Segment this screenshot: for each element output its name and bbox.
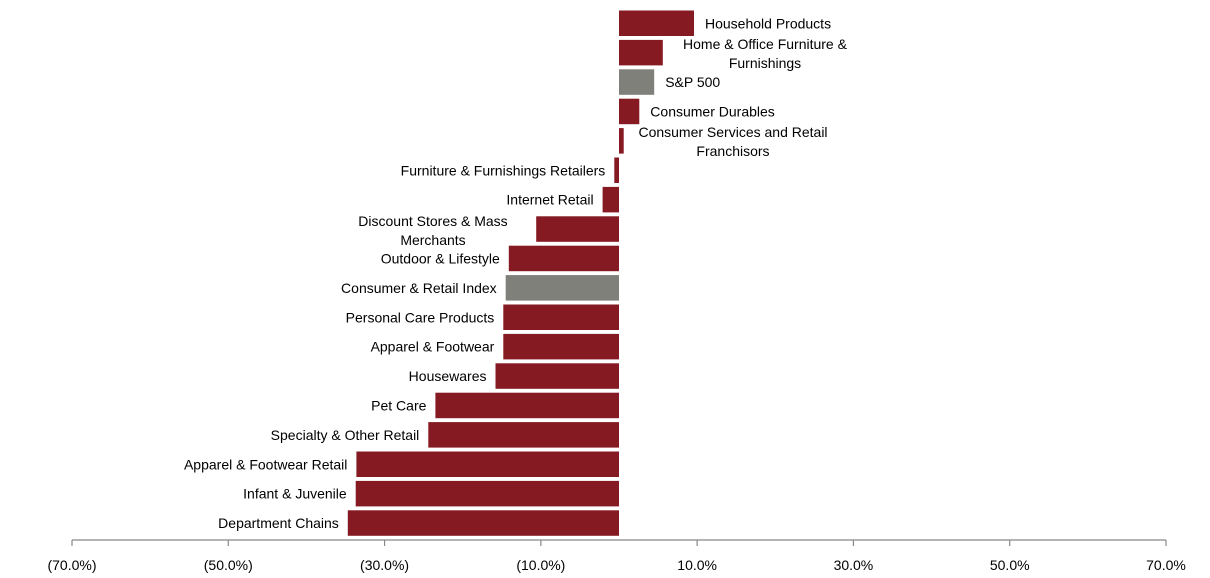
bar-label-8: Outdoor & Lifestyle [381, 250, 500, 266]
bar-12 [495, 363, 619, 389]
bar-label-1: Home & Office Furniture & Furnishings [683, 36, 848, 71]
bar-label-7: Discount Stores & Mass Merchants [358, 213, 507, 248]
bar-label-17: Department Chains [218, 515, 339, 531]
bar-label-10: Personal Care Products [346, 309, 495, 325]
x-tick-label-6: 50.0% [990, 557, 1030, 573]
bar-14 [428, 422, 619, 448]
bar-6 [602, 186, 619, 213]
x-tick-label-7: 70.0% [1146, 557, 1186, 573]
x-tick-label-3: (10.0%) [516, 557, 565, 573]
bars-layer [347, 10, 694, 536]
bar-label-4: Consumer Services and Retail Franchisors [638, 124, 827, 159]
bar-3 [619, 98, 640, 125]
bar-2 [619, 69, 655, 95]
bar-label-12: Housewares [409, 368, 487, 384]
x-tick-label-0: (70.0%) [47, 557, 96, 573]
bar-label-6: Internet Retail [506, 192, 593, 208]
bar-15 [356, 451, 619, 477]
bar-labels-layer: Household Products Home & Office Furnitur… [184, 15, 848, 531]
bar-label-2: S&P 500 [665, 74, 720, 90]
bar-label-15: Apparel & Footwear Retail [184, 456, 347, 472]
bar-7 [536, 216, 619, 242]
bar-label-11: Apparel & Footwear [371, 339, 495, 355]
bar-1 [619, 39, 663, 66]
bar-label-9: Consumer & Retail Index [341, 280, 497, 296]
bar-label-14: Specialty & Other Retail [271, 427, 420, 443]
bar-9 [505, 275, 619, 301]
x-tick-label-2: (30.0%) [360, 557, 409, 573]
bar-16 [355, 480, 619, 507]
bar-4 [619, 128, 624, 154]
x-tick-label-1: (50.0%) [204, 557, 253, 573]
bar-5 [614, 157, 619, 183]
bar-label-0: Household Products [705, 15, 831, 31]
x-axis-ticks: (70.0%) (50.0%) (30.0%) (10.0%) 10.0% 30.0% 50… [47, 540, 1186, 573]
bar-8 [508, 245, 619, 272]
bar-label-16: Infant & Juvenile [243, 486, 347, 502]
bar-11 [503, 333, 619, 360]
bar-label-13: Pet Care [371, 397, 426, 413]
bar-label-3: Consumer Durables [650, 103, 775, 119]
x-tick-label-5: 30.0% [834, 557, 874, 573]
x-tick-label-4: 10.0% [677, 557, 717, 573]
bar-17 [347, 510, 619, 536]
bar-label-5: Furniture & Furnishings Retailers [401, 162, 606, 178]
bar-10 [503, 304, 619, 330]
bar-13 [435, 392, 619, 419]
bar-0 [619, 10, 694, 36]
